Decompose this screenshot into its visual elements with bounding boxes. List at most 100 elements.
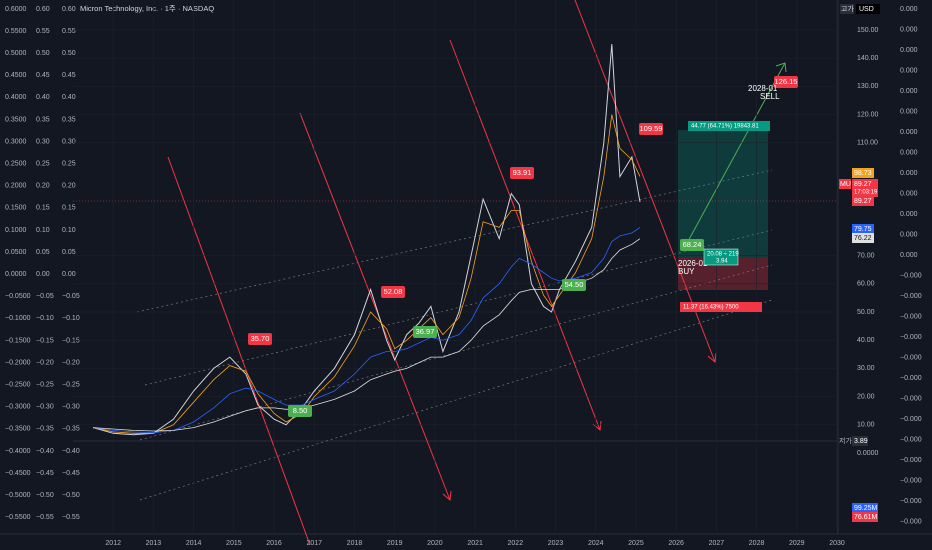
left-axis-label: 0.1000 [5, 227, 27, 234]
axis-badge-label: 고가 [841, 4, 854, 13]
y-tick-label: 70.00 [857, 252, 875, 259]
left-axis-label: −0.45 [36, 470, 54, 477]
y-tick-label: 130.00 [857, 83, 879, 90]
left-axis-label: −0.55 [36, 514, 54, 521]
annotation-text: 2028-01 [748, 84, 778, 93]
y-tick-label: 20.00 [857, 393, 875, 400]
low-value: 3.89 [854, 438, 868, 445]
buy-tag-label: 36.97 [416, 327, 435, 336]
right-scale-label: −0.000 [900, 457, 922, 464]
left-axis-label: 0.5000 [5, 50, 27, 57]
sell-tag-label: 52.08 [384, 287, 403, 296]
right-scale-label: −0.000 [900, 477, 922, 484]
left-axis-label: −0.05 [62, 293, 80, 300]
left-axis-label: 0.50 [36, 50, 50, 57]
drawing-layer: 0.6000 0.5500 0.5000 0.4500 0.4000 0.3500 0.30… [5, 0, 922, 547]
right-scale-label: 0.000 [900, 190, 918, 197]
sell-tag [774, 76, 798, 88]
annotation-text: 20.08 ÷ 219 [707, 252, 739, 258]
right-scale-label: 0.000 [900, 231, 918, 238]
left-axis-label: 0.3500 [5, 116, 27, 123]
left-axis-label: 0.4500 [5, 72, 27, 79]
left-axis-label: −0.30 [36, 404, 54, 411]
stop-label-box [680, 302, 762, 312]
left-axis-label: 0.45 [62, 72, 76, 79]
target-arrow [685, 62, 787, 246]
y-tick-label: 150.00 [857, 27, 879, 34]
profit-zone [678, 130, 768, 258]
currency-button[interactable] [856, 4, 880, 14]
price-tag [852, 196, 874, 206]
x-tick-label: 2017 [306, 540, 322, 547]
x-tick-label: 2029 [789, 540, 805, 547]
buy-tag-label: 54.50 [565, 280, 584, 289]
left-axis-label: −0.05 [36, 293, 54, 300]
countdown: 17:03:19 [854, 190, 878, 196]
right-scale-label: 0.000 [900, 129, 918, 136]
left-axis-label: 0.20 [62, 183, 76, 190]
right-scale-label: −0.000 [900, 272, 922, 279]
y-tick-label: 30.00 [857, 365, 875, 372]
left-axis-label: −0.50 [62, 492, 80, 499]
y-tick-label: 120.00 [857, 111, 879, 118]
right-scale-label: 0.000 [900, 6, 918, 13]
x-tick-label: 2026 [668, 540, 684, 547]
buy-tag-label: 68.24 [683, 240, 702, 249]
left-axis-label: 0.05 [62, 249, 76, 256]
right-scale-label: −0.000 [900, 436, 922, 443]
right-scale-label: −0.000 [900, 354, 922, 361]
left-axis-label: 0.55 [36, 28, 50, 35]
left-axis-label: −0.30 [62, 404, 80, 411]
x-tick-label: 2018 [347, 540, 363, 547]
price-tag [852, 503, 878, 513]
sell-tag-label: 35.70 [251, 334, 270, 343]
price-tag-label: 79.75 [854, 226, 872, 233]
y-tick-label: 0.0000 [857, 450, 879, 457]
axis-badge [840, 4, 854, 14]
x-tick-label: 2016 [266, 540, 282, 547]
y-tick-label: 50.00 [857, 309, 875, 316]
annotation-text: BUY [678, 267, 695, 276]
annotation-text: SELL [760, 92, 780, 101]
channel-lines [136, 169, 773, 501]
annotation-text: 11.37 (16.43%) 7500 [683, 305, 739, 311]
sell-tag-label: 93.91 [513, 168, 532, 177]
right-scale-label: −0.000 [900, 395, 922, 402]
y-tick-label: 40.00 [857, 337, 875, 344]
sell-tag-label: 126.15 [775, 77, 798, 86]
x-tick-label: 2030 [829, 540, 845, 547]
x-tick-label: 2013 [146, 540, 162, 547]
price-tag [852, 179, 878, 197]
x-tick-label: 2025 [628, 540, 644, 547]
left-axis-label: 0.50 [62, 50, 76, 57]
channel-line [139, 299, 773, 501]
left-axis-label: 0.25 [62, 161, 76, 168]
left-axis-label: −0.15 [36, 337, 54, 344]
y-tick-label: 10.00 [857, 422, 875, 429]
sell-tag [639, 123, 663, 135]
left-axis-label: −0.0500 [5, 293, 31, 300]
left-axis-label: 0.10 [36, 227, 50, 234]
price-tag [852, 224, 874, 234]
down-arrow [574, 0, 717, 363]
axis-badge-label: 저가 [839, 436, 852, 445]
target-label-box [688, 121, 770, 131]
trend-arrows [167, 0, 717, 546]
right-scale-label: 0.000 [900, 108, 918, 115]
price-tag-label: 76.61M [854, 514, 878, 521]
left-axis-label: 0.05 [36, 249, 50, 256]
price-tag [852, 233, 874, 243]
x-tick-label: 2020 [427, 540, 443, 547]
annotation-text: 2026-01 [678, 259, 708, 268]
price-tag-label: 89.27 [854, 198, 872, 205]
left-axis-label: 0.15 [62, 205, 76, 212]
right-scale-label: −0.000 [900, 293, 922, 300]
price-tag-label: 99.25M [854, 505, 878, 512]
left-axis-label: −0.20 [36, 359, 54, 366]
left-axis-label: −0.35 [62, 426, 80, 433]
left-axis-label: −0.5500 [5, 514, 31, 521]
low-badge [852, 436, 868, 446]
left-axis-label: −0.40 [36, 448, 54, 455]
